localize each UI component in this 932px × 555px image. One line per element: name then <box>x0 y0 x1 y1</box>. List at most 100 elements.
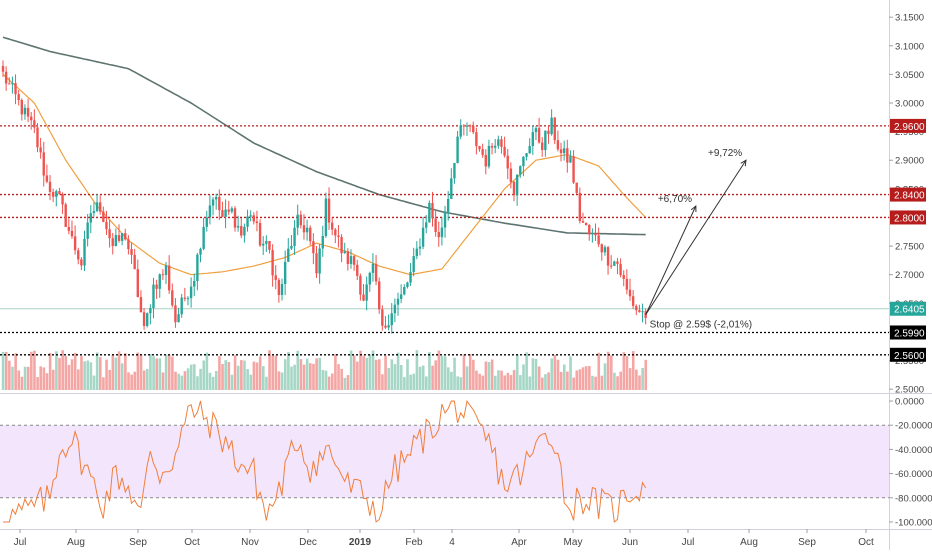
candle-body <box>619 263 622 276</box>
candle-body <box>324 198 328 237</box>
candle-body <box>550 117 553 135</box>
level-label: 2.5600 <box>894 351 925 362</box>
candle-body <box>77 250 80 260</box>
level-label: 2.5990 <box>894 328 925 339</box>
volume-bar <box>588 366 591 390</box>
volume-bar <box>296 350 300 390</box>
volume-bar <box>136 352 140 390</box>
candle-body <box>387 325 390 328</box>
volume-bar <box>566 371 569 390</box>
candle-body <box>334 229 337 236</box>
volume-bar <box>127 372 130 390</box>
volume-bar <box>258 356 262 390</box>
candle-body <box>318 248 321 274</box>
volume-bar <box>343 377 347 390</box>
volume-bar <box>177 373 180 390</box>
volume-bar <box>475 370 478 390</box>
candle-body <box>277 279 281 296</box>
volume-bar <box>189 364 193 390</box>
candle-body <box>146 313 149 326</box>
candle-body <box>136 269 140 298</box>
candle-body <box>55 191 58 197</box>
candle-body <box>493 145 497 148</box>
volume-bar <box>456 376 459 390</box>
volume-bar <box>468 353 472 390</box>
candle-body <box>562 148 566 154</box>
candle-body <box>594 233 597 236</box>
candle-body <box>58 191 61 194</box>
arrow-head <box>690 204 697 213</box>
candle-body <box>302 225 306 233</box>
candle-body <box>186 298 190 300</box>
candle-body <box>609 265 613 267</box>
candle-body <box>240 226 243 236</box>
volume-bar <box>374 359 378 390</box>
volume-bar <box>265 376 268 390</box>
volume-bar <box>224 360 227 390</box>
candle-body <box>152 284 155 309</box>
candle-body <box>177 314 180 323</box>
volume-bar <box>146 368 149 390</box>
candle-body <box>500 139 503 147</box>
volume-bar <box>283 359 287 390</box>
price-tick-label: 3.0500 <box>895 70 924 81</box>
candle-body <box>381 309 384 326</box>
candle-body <box>86 222 89 239</box>
volume-bar <box>324 370 328 390</box>
volume-bar <box>105 359 108 390</box>
volume-bar <box>390 359 394 390</box>
candle-body <box>246 216 249 227</box>
volume-bar <box>161 372 165 390</box>
candle-body <box>356 264 359 276</box>
volume-bar <box>628 368 632 390</box>
candle-body <box>171 290 174 306</box>
candle-body <box>236 226 240 228</box>
volume-bar <box>378 359 381 390</box>
volume-bar <box>1 351 5 390</box>
volume-bar <box>252 361 256 390</box>
price-tick-label: 2.7000 <box>895 270 924 281</box>
candle-body <box>462 125 466 127</box>
volume-bar <box>221 364 224 390</box>
candle-body <box>512 181 516 196</box>
volume-bar <box>638 375 641 390</box>
candle-body <box>205 217 208 227</box>
candle-body <box>218 196 221 211</box>
volume-bar <box>45 373 49 390</box>
volume-bar <box>578 369 582 390</box>
volume-bar <box>202 360 206 390</box>
volume-bar <box>114 357 118 390</box>
candle-body <box>89 213 92 223</box>
volume-bar <box>434 360 438 390</box>
last-price-label-bg <box>890 301 926 316</box>
candle-body <box>39 147 42 153</box>
volume-bar <box>26 366 30 390</box>
volume-bar <box>484 361 488 390</box>
candle-body <box>42 152 45 176</box>
volume-bar <box>478 373 481 390</box>
volume-bar <box>64 356 68 390</box>
volume-bar <box>631 351 635 390</box>
candle-body <box>446 198 450 212</box>
volume-bar <box>622 352 626 390</box>
candle-body <box>305 227 309 233</box>
candle-body <box>1 66 5 72</box>
oscillator-tick-label: -60.0000 <box>895 469 932 480</box>
candle-body <box>368 272 371 285</box>
volume-bar <box>553 355 557 390</box>
time-tick-label: Sep <box>798 537 816 548</box>
candle-body <box>425 222 428 228</box>
volume-bar <box>472 359 475 390</box>
volume-bar <box>290 366 293 390</box>
candle-body <box>315 253 318 274</box>
volume-bar <box>515 354 519 390</box>
candle-body <box>211 199 215 206</box>
time-tick-label: Oct <box>184 537 200 548</box>
volume-bar <box>572 377 575 390</box>
volume-bar <box>42 367 46 390</box>
volume-bar <box>500 370 503 390</box>
candle-body <box>105 221 108 230</box>
volume-bar <box>227 362 231 390</box>
volume-bar <box>493 375 497 390</box>
